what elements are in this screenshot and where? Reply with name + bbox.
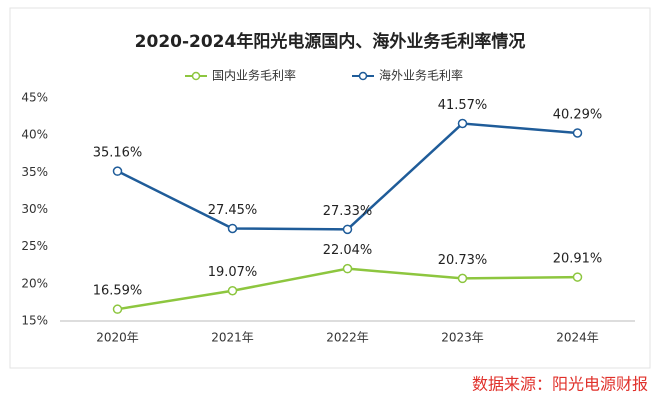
x-tick-label: 2024年 bbox=[556, 331, 599, 345]
point bbox=[112, 166, 123, 176]
point bbox=[227, 285, 238, 296]
legend-marker bbox=[191, 71, 201, 81]
point bbox=[342, 224, 353, 235]
point bbox=[457, 273, 468, 284]
y-tick-label: 45% bbox=[21, 91, 48, 105]
data-label: 19.07% bbox=[208, 265, 258, 280]
data-label: 20.73% bbox=[438, 253, 488, 268]
y-tick-label: 20% bbox=[21, 276, 48, 290]
data-label: 27.45% bbox=[208, 203, 258, 218]
x-tick-label: 2021年 bbox=[211, 331, 254, 345]
data-label: 22.04% bbox=[323, 243, 373, 258]
data-label: 16.59% bbox=[93, 284, 143, 299]
y-tick-label: 15% bbox=[21, 314, 48, 328]
point bbox=[572, 128, 583, 138]
x-tick-label: 2022年 bbox=[326, 331, 369, 345]
data-label: 20.91% bbox=[553, 252, 603, 267]
legend-label: 国内业务毛利率 bbox=[212, 68, 296, 83]
chart-title: 2020-2024年阳光电源国内、海外业务毛利率情况 bbox=[135, 31, 526, 52]
point bbox=[227, 223, 238, 234]
data-label: 35.16% bbox=[93, 146, 143, 161]
legend-label: 海外业务毛利率 bbox=[379, 68, 463, 83]
legend-marker bbox=[358, 71, 368, 81]
point bbox=[572, 272, 583, 282]
x-tick-label: 2020年 bbox=[96, 331, 139, 345]
y-tick-label: 25% bbox=[21, 239, 48, 253]
y-tick-label: 40% bbox=[21, 128, 48, 142]
chart-frame bbox=[9, 7, 651, 369]
point bbox=[457, 118, 468, 129]
y-tick-label: 35% bbox=[21, 165, 48, 179]
source-note: 数据来源：阳光电源财报 bbox=[472, 375, 648, 394]
point bbox=[342, 263, 353, 274]
y-tick-label: 30% bbox=[21, 202, 48, 216]
data-label: 27.33% bbox=[323, 204, 373, 219]
point bbox=[112, 304, 123, 314]
x-tick-label: 2023年 bbox=[441, 331, 484, 345]
data-label: 41.57% bbox=[438, 98, 488, 113]
data-label: 40.29% bbox=[553, 108, 603, 123]
